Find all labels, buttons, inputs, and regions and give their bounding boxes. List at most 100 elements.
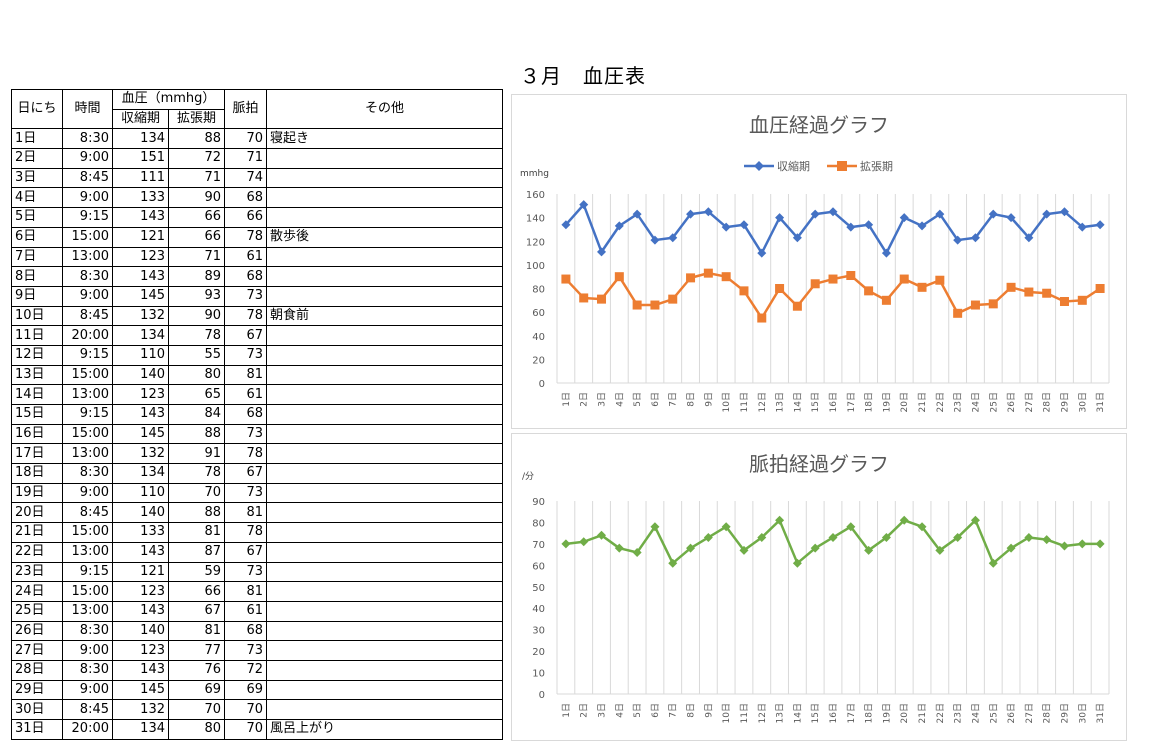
header-pulse: 脈拍 (224, 88, 267, 130)
data-point (775, 515, 785, 525)
x-tick-label: 3日 (597, 392, 608, 407)
x-tick-label: 11日 (739, 703, 750, 723)
x-tick-label: 24日 (970, 392, 981, 412)
x-tick-label: 18日 (864, 392, 875, 412)
cell-diastolic: 81 (168, 620, 225, 642)
cell-time: 15:00 (62, 522, 113, 543)
cell-day: 30日 (11, 699, 63, 720)
data-point (846, 271, 856, 281)
chart-legend: 収縮期 拡張期 (744, 159, 893, 173)
cell-time: 20:00 (62, 719, 113, 740)
data-point (935, 545, 945, 555)
cell-day: 6日 (11, 226, 63, 248)
cell-day: 9日 (11, 285, 63, 307)
blood-pressure-chart-svg: 血圧経過グラフ mmhg 収縮期 拡張期 0 20 40 60 80 100 120 140 1… (520, 113, 1110, 412)
header-systolic: 収縮期 (112, 108, 169, 130)
x-tick-label: 19日 (881, 392, 892, 412)
cell-time: 8:30 (62, 620, 113, 642)
data-point (668, 558, 678, 568)
cell-time: 20:00 (62, 325, 113, 346)
cell-other (266, 640, 503, 661)
x-tick-label: 7日 (668, 392, 679, 407)
cell-day: 18日 (11, 463, 63, 484)
cell-diastolic: 81 (168, 522, 225, 543)
table-row: 2日 9:00 151 72 71 (11, 148, 503, 169)
table-row: 6日 15:00 121 66 78 散歩後 (11, 226, 503, 248)
data-point (561, 274, 571, 284)
cell-day: 8日 (11, 266, 63, 287)
y-tick-label: 140 (526, 214, 545, 225)
cell-diastolic: 66 (168, 207, 225, 228)
cell-time: 9:00 (62, 285, 113, 307)
y-tick-label: 60 (532, 308, 545, 319)
cell-day: 16日 (11, 423, 63, 445)
cell-time: 8:30 (62, 463, 113, 484)
cell-other (266, 581, 503, 602)
x-tick-label: 29日 (1059, 392, 1070, 412)
data-point (597, 247, 607, 257)
data-point (1059, 541, 1069, 551)
cell-systolic: 111 (112, 167, 169, 189)
cell-pulse: 73 (224, 285, 267, 307)
cell-other (266, 561, 503, 583)
x-tick-label: 2日 (579, 392, 590, 407)
data-point (1024, 532, 1034, 542)
data-point (828, 274, 838, 284)
x-tick-label: 25日 (988, 703, 999, 723)
table-row: 21日 15:00 133 81 78 (11, 522, 503, 543)
cell-time: 15:00 (62, 581, 113, 602)
table-row: 10日 8:45 132 90 78 朝食前 (11, 305, 503, 327)
data-point (828, 207, 838, 217)
data-point (792, 558, 802, 568)
data-point (686, 543, 696, 553)
cell-pulse: 67 (224, 541, 267, 563)
cell-systolic: 133 (112, 187, 169, 209)
cell-diastolic: 88 (168, 423, 225, 445)
cell-pulse: 68 (224, 187, 267, 209)
cell-systolic: 121 (112, 226, 169, 248)
cell-other (266, 482, 503, 504)
pulse-chart: 脈拍経過グラフ /分 0 10 20 30 40 50 60 70 80 90 1日 2日 3日 4日 5日… (511, 433, 1127, 741)
cell-systolic: 134 (112, 463, 169, 484)
cell-day: 27日 (11, 640, 63, 661)
cell-day: 23日 (11, 561, 63, 583)
cell-diastolic: 88 (168, 128, 225, 150)
cell-systolic: 132 (112, 305, 169, 327)
cell-day: 1日 (11, 128, 63, 150)
cell-pulse: 78 (224, 443, 267, 465)
cell-other (266, 266, 503, 287)
legend-marker-diastolic (837, 161, 847, 171)
x-tick-label: 2日 (579, 703, 590, 718)
data-point (632, 547, 642, 557)
cell-time: 8:30 (62, 659, 113, 681)
cell-other (266, 600, 503, 622)
data-point (810, 543, 820, 553)
data-point (775, 284, 785, 293)
x-tick-label: 17日 (846, 392, 857, 412)
data-point (1077, 295, 1087, 305)
table-header-row: 日にち 時間 血圧（mmhg） 脈拍 その他 (11, 88, 503, 130)
cell-time: 9:00 (62, 482, 113, 504)
cell-other: 散歩後 (266, 226, 503, 248)
table-row: 3日 8:45 111 71 74 (11, 167, 503, 189)
data-point (988, 558, 998, 568)
cell-other (266, 443, 503, 465)
cell-diastolic: 67 (168, 600, 225, 622)
cell-pulse: 78 (224, 226, 267, 248)
pulse-chart-svg: 脈拍経過グラフ /分 0 10 20 30 40 50 60 70 80 90 1日 2日 3日 4日 5日… (522, 452, 1110, 723)
data-point (739, 220, 749, 230)
cell-pulse: 73 (224, 344, 267, 366)
y-tick-label: 80 (532, 518, 545, 529)
cell-other (266, 246, 503, 268)
header-diastolic: 拡張期 (168, 108, 225, 130)
cell-diastolic: 80 (168, 364, 225, 386)
cell-systolic: 121 (112, 561, 169, 583)
data-point (721, 272, 731, 282)
cell-pulse: 73 (224, 561, 267, 583)
cell-day: 29日 (11, 679, 63, 701)
cell-time: 8:30 (62, 128, 113, 150)
cell-time: 9:15 (62, 404, 113, 425)
x-tick-label: 26日 (1006, 392, 1017, 412)
data-point (828, 532, 838, 542)
cell-time: 15:00 (62, 226, 113, 248)
